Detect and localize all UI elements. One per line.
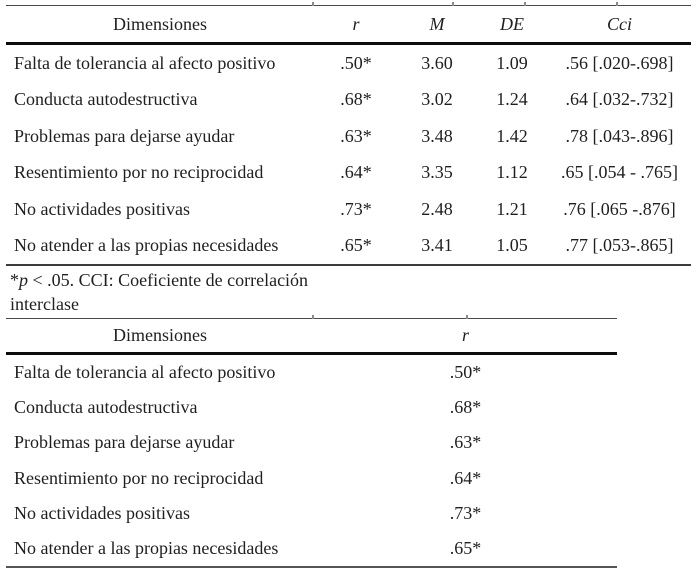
cell-border-artifact (524, 2, 526, 6)
r-value: .64* (340, 162, 372, 183)
dimension-cell: No actividades positivas (14, 198, 190, 219)
dimension-cell: No actividades positivas (14, 502, 190, 523)
table-row: Problemas para dejarse ayudar .63* (6, 425, 617, 460)
cell-border-artifact (616, 2, 618, 6)
cell-border-artifact (452, 2, 454, 6)
table-row: Resentimiento por no reciprocidad .64* 3… (6, 155, 691, 192)
m-value: 3.35 (421, 162, 453, 183)
table-row: Problemas para dejarse ayudar .63* 3.48 … (6, 118, 691, 155)
de-value: 1.05 (496, 235, 528, 256)
dimension-cell: Conducta autodestructiva (14, 397, 198, 418)
table-header-row: Dimensiones r M DE Cci (6, 6, 691, 42)
de-value: 1.21 (496, 198, 528, 219)
de-value: 1.12 (496, 162, 528, 183)
footnote-text: < .05. CCI: Coeficiente de correlación (28, 270, 309, 290)
correlation-table-r-only: Dimensiones r Falta de tolerancia al afe… (6, 315, 617, 569)
r-value: .65* (340, 235, 372, 256)
dimension-cell: No atender a las propias necesidades (14, 538, 279, 559)
dimension-cell: Falta de tolerancia al afecto positivo (14, 52, 276, 73)
cci-value: .77 [.053-.865] (565, 235, 674, 256)
r-value: .50* (449, 362, 482, 383)
table-top-rule (6, 315, 617, 319)
footnote-line-1: *p < .05. CCI: Coeficiente de correlació… (10, 269, 390, 293)
table-row: No atender a las propias necesidades .65… (6, 228, 691, 265)
dimension-cell: Conducta autodestructiva (14, 89, 198, 110)
column-header-de: DE (500, 13, 524, 34)
cell-border-artifact (312, 315, 314, 319)
cell-border-artifact (466, 315, 468, 319)
m-value: 2.48 (421, 198, 453, 219)
cell-border-artifact (312, 2, 314, 6)
table-row: Falta de tolerancia al afecto positivo .… (6, 45, 691, 82)
table-row: Resentimiento por no reciprocidad .64* (6, 461, 617, 496)
de-value: 1.09 (496, 52, 528, 73)
table-row: No actividades positivas .73* (6, 496, 617, 531)
dimension-cell: No atender a las propias necesidades (14, 235, 279, 256)
table-row: Falta de tolerancia al afecto positivo .… (6, 355, 617, 390)
cci-value: .65 [.054 - .765] (561, 162, 678, 183)
header-separator-rule (6, 352, 617, 355)
r-value: .73* (340, 198, 372, 219)
column-header-cci: Cci (607, 13, 632, 34)
r-value: .50* (340, 52, 372, 73)
dimension-cell: Resentimiento por no reciprocidad (14, 467, 264, 488)
cci-value: .76 [.065 -.876] (563, 198, 676, 219)
m-value: 3.41 (421, 235, 453, 256)
significance-star: * (10, 270, 19, 290)
column-header-dimensiones: Dimensiones (113, 13, 207, 34)
r-value: .73* (449, 502, 482, 523)
r-value: .68* (340, 89, 372, 110)
table-bottom-rule (6, 264, 691, 266)
table-row: No atender a las propias necesidades .65… (6, 531, 617, 566)
p-symbol: p (19, 270, 28, 290)
table-bottom-rule (6, 566, 617, 569)
column-header-r: r (352, 13, 360, 34)
table-footnote: *p < .05. CCI: Coeficiente de correlació… (10, 269, 390, 317)
r-value: .63* (449, 432, 482, 453)
column-header-dimensiones: Dimensiones (113, 325, 207, 345)
table-top-rule (6, 2, 691, 6)
de-value: 1.24 (496, 89, 528, 110)
de-value: 1.42 (496, 125, 528, 146)
cci-value: .78 [.043-.896] (565, 125, 674, 146)
r-value: .63* (340, 125, 372, 146)
r-value: .65* (449, 538, 482, 559)
m-value: 3.48 (421, 125, 453, 146)
header-separator-rule (6, 42, 691, 45)
cci-value: .64 [.032-.732] (565, 89, 674, 110)
cci-value: .56 [.020-.698] (565, 52, 674, 73)
r-value: .68* (449, 397, 482, 418)
column-header-m: M (429, 13, 445, 34)
dimension-cell: Problemas para dejarse ayudar (14, 432, 235, 453)
m-value: 3.02 (421, 89, 453, 110)
dimension-cell: Problemas para dejarse ayudar (14, 125, 235, 146)
table-row: Conducta autodestructiva .68* 3.02 1.24 … (6, 82, 691, 119)
correlation-table-full: Dimensiones r M DE Cci Falta de toleranc… (6, 2, 691, 266)
table-row: Conducta autodestructiva .68* (6, 390, 617, 425)
column-header-r: r (461, 325, 469, 345)
r-value: .64* (449, 467, 482, 488)
dimension-cell: Resentimiento por no reciprocidad (14, 162, 264, 183)
dimension-cell: Falta de tolerancia al afecto positivo (14, 362, 276, 383)
table-row: No actividades positivas .73* 2.48 1.21 … (6, 191, 691, 228)
table-header-row: Dimensiones r (6, 319, 617, 352)
m-value: 3.60 (421, 52, 453, 73)
footnote-line-2: interclase (10, 293, 79, 314)
